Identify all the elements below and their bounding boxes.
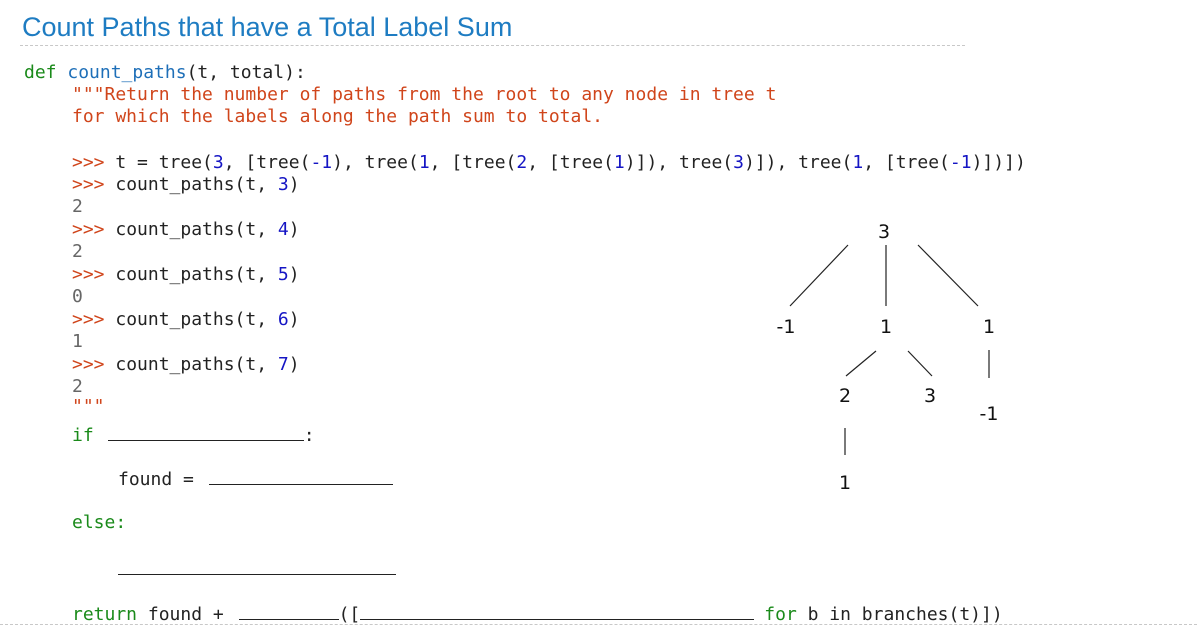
- example-call: >>> count_paths(t, 7): [72, 354, 300, 376]
- example-call: >>> count_paths(t, 6): [72, 309, 300, 331]
- slide-title: Count Paths that have a Total Label Sum: [22, 12, 513, 42]
- call-arg: 6: [277, 309, 289, 330]
- open-bracket: ([: [338, 604, 361, 625]
- return-line: return found + ([ for b in branches(t)]): [72, 603, 1003, 626]
- example-call: >>> count_paths(t, 3): [72, 174, 300, 196]
- found-line: found =: [118, 468, 393, 491]
- else-body-blank[interactable]: [118, 558, 396, 575]
- tree-node: 1: [983, 316, 995, 338]
- if-line: if:: [72, 424, 315, 447]
- example-result: 2: [72, 196, 83, 217]
- call-text: count_paths(t,: [104, 219, 278, 240]
- call-close: ): [288, 264, 300, 285]
- code-fragment: ), tree(: [332, 152, 419, 173]
- code-fragment: , [tree(: [223, 152, 311, 173]
- tree-definition-line: >>> t = tree(3, [tree(-1), tree(1, [tree…: [72, 152, 1026, 174]
- docstring-line-2: for which the labels along the path sum …: [72, 106, 604, 127]
- number-literal: -1: [949, 152, 972, 173]
- call-arg: 5: [277, 264, 289, 285]
- code-fragment: , [tree(: [863, 152, 950, 173]
- tree-node-leaf: 1: [839, 472, 851, 494]
- if-colon: :: [303, 425, 315, 446]
- for-keyword: for: [764, 604, 797, 625]
- example-call: >>> count_paths(t, 5): [72, 264, 300, 286]
- return-function-blank[interactable]: [238, 603, 339, 620]
- code-fragment: )]), tree(: [624, 152, 734, 173]
- found-assign: found =: [118, 469, 205, 490]
- tree-node: 1: [880, 316, 892, 338]
- tree-node: 3: [924, 385, 936, 407]
- function-name: count_paths: [67, 62, 187, 83]
- number-literal: 2: [516, 152, 528, 173]
- call-arg: 3: [277, 174, 289, 195]
- docstring-close: """: [72, 396, 105, 417]
- tree-edge: [917, 244, 979, 307]
- call-close: ): [288, 174, 300, 195]
- example-result: 0: [72, 286, 83, 307]
- number-literal: 3: [212, 152, 224, 173]
- title-divider: [20, 45, 965, 46]
- prompt-marker: >>>: [72, 354, 105, 375]
- def-keyword: def: [24, 62, 57, 83]
- def-line: def count_paths(t, total):: [24, 62, 306, 84]
- found-value-blank[interactable]: [208, 468, 393, 485]
- docstring-line-1: """Return the number of paths from the r…: [72, 84, 777, 105]
- call-close: ): [288, 354, 300, 375]
- example-result: 2: [72, 376, 83, 397]
- prompt-marker: >>>: [72, 309, 105, 330]
- code-fragment: )])]): [971, 152, 1026, 173]
- bottom-divider: [0, 624, 1197, 625]
- code-fragment: )]), tree(: [743, 152, 853, 173]
- call-text: count_paths(t,: [104, 264, 278, 285]
- return-keyword: return: [72, 604, 138, 625]
- prompt-marker: >>>: [72, 174, 105, 195]
- prompt-marker: >>>: [72, 152, 105, 173]
- tree-node: -1: [777, 316, 796, 338]
- example-result: 2: [72, 241, 83, 262]
- return-expression: found +: [137, 604, 235, 625]
- call-close: ): [288, 309, 300, 330]
- tree-edge: [845, 350, 877, 377]
- tree-node: -1: [980, 403, 999, 425]
- prompt-marker: >>>: [72, 219, 105, 240]
- number-literal: 1: [418, 152, 430, 173]
- call-text: count_paths(t,: [104, 174, 278, 195]
- return-element-blank[interactable]: [360, 603, 755, 620]
- example-result: 1: [72, 331, 83, 352]
- for-clause: b in branches(t)]): [796, 604, 1003, 625]
- example-call: >>> count_paths(t, 4): [72, 219, 300, 241]
- function-params: (t, total):: [186, 62, 306, 83]
- call-arg: 4: [277, 219, 289, 240]
- code-fragment: , [tree(: [527, 152, 614, 173]
- else-body-line: [118, 558, 396, 581]
- number-literal: 1: [852, 152, 864, 173]
- tree-edge: [907, 350, 933, 377]
- call-text: count_paths(t,: [104, 354, 278, 375]
- prompt-marker: >>>: [72, 264, 105, 285]
- tree-edge: [789, 244, 849, 307]
- number-literal: -1: [310, 152, 333, 173]
- number-literal: 3: [733, 152, 744, 173]
- if-condition-blank[interactable]: [107, 424, 304, 441]
- call-arg: 7: [277, 354, 289, 375]
- if-keyword: if: [72, 425, 94, 446]
- tree-node-root: 3: [878, 221, 890, 243]
- call-text: count_paths(t,: [104, 309, 278, 330]
- call-close: ): [288, 219, 300, 240]
- code-fragment: , [tree(: [429, 152, 517, 173]
- tree-node: 2: [839, 385, 851, 407]
- code-fragment: t = tree(: [104, 152, 213, 173]
- else-keyword: else:: [72, 512, 127, 533]
- number-literal: 1: [613, 152, 625, 173]
